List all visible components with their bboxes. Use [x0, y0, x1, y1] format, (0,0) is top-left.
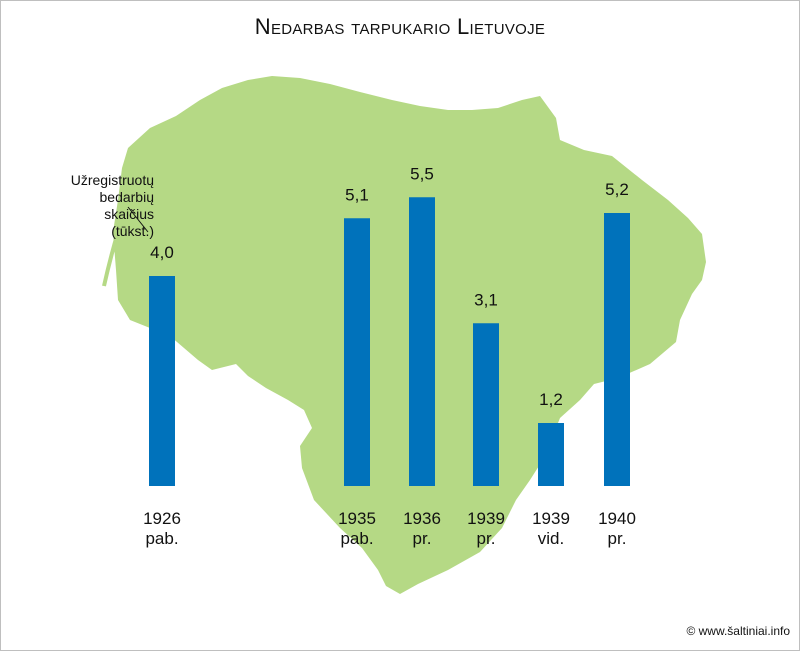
- data-label-5: 5,2: [605, 180, 629, 199]
- category-label-2-0: 1936: [403, 509, 441, 528]
- category-label-0-0: 1926: [143, 509, 181, 528]
- category-label-3-0: 1939: [467, 509, 505, 528]
- bar-3: [473, 323, 499, 486]
- category-label-3-1: pr.: [477, 529, 496, 548]
- bar-series: 4,01926pab.5,11935pab.5,51936pr.3,11939p…: [143, 164, 636, 548]
- category-label-4-1: vid.: [538, 529, 564, 548]
- ylabel-leader-line: [127, 206, 149, 233]
- category-label-1-0: 1935: [338, 509, 376, 528]
- category-label-0-1: pab.: [145, 529, 178, 548]
- data-label-1: 5,1: [345, 185, 369, 204]
- category-label-4-0: 1939: [532, 509, 570, 528]
- data-label-0: 4,0: [150, 243, 174, 262]
- bar-5: [604, 213, 630, 486]
- category-label-5-1: pr.: [608, 529, 627, 548]
- bar-2: [409, 197, 435, 486]
- chart-title: Nedarbas tarpukario Lietuvoje: [254, 14, 546, 39]
- bar-0: [149, 276, 175, 486]
- category-label-2-1: pr.: [413, 529, 432, 548]
- bar-4: [538, 423, 564, 486]
- data-label-2: 5,5: [410, 164, 434, 183]
- curonian-spit: [102, 231, 120, 287]
- y-axis-label: Užregistruotų bedarbių skaičius (tūkst.): [70, 172, 154, 239]
- source-credit: © www.šaltiniai.info: [686, 624, 790, 638]
- data-label-3: 3,1: [474, 290, 498, 309]
- bar-1: [344, 218, 370, 486]
- category-label-5-0: 1940: [598, 509, 636, 528]
- data-label-4: 1,2: [539, 390, 563, 409]
- category-label-1-1: pab.: [340, 529, 373, 548]
